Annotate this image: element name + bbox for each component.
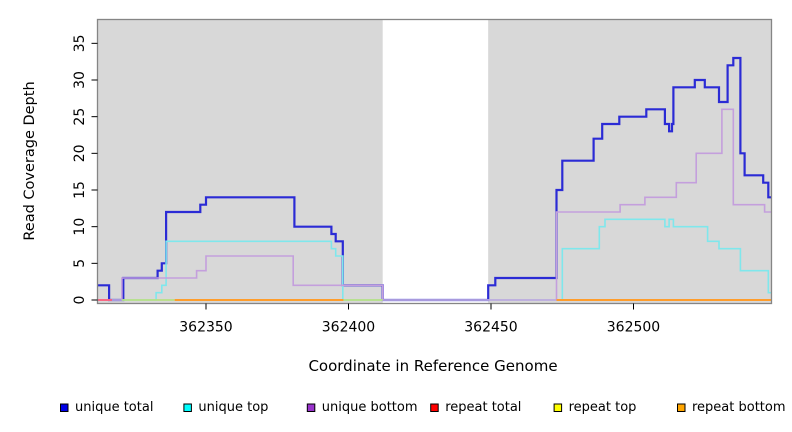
x-tick-label: 362350 (179, 320, 232, 336)
y-tick-label: 30 (72, 71, 88, 89)
legend: unique total unique top unique bottom repea… (60, 400, 786, 415)
y-tick-label: 10 (72, 218, 88, 236)
y-axis-title: Read Coverage Depth (22, 81, 38, 241)
y-tick-label: 15 (72, 181, 88, 199)
y-tick-label: 20 (72, 144, 88, 162)
legend-swatch (60, 403, 69, 412)
legend-item-unique-total: unique total (60, 400, 153, 415)
legend-item-unique-bottom: unique bottom (306, 400, 418, 415)
series-line-unique-bottom (97, 108, 772, 301)
legend-item-repeat-bottom: repeat bottom (677, 400, 786, 415)
legend-swatch (183, 403, 192, 412)
y-tick-label: 5 (72, 259, 88, 268)
legend-swatch (306, 403, 316, 412)
legend-item-repeat-top: repeat top (553, 400, 637, 415)
x-tick-label: 362500 (607, 320, 660, 336)
legend-label: unique bottom (322, 400, 418, 415)
legend-label: unique total (75, 400, 153, 415)
y-tick-label: 25 (72, 108, 88, 126)
y-tick-label: 35 (72, 34, 88, 52)
plot-border (96, 18, 773, 305)
legend-item-repeat-total: repeat total (430, 400, 521, 415)
x-axis-title: Coordinate in Reference Genome (308, 357, 558, 375)
legend-label: repeat top (569, 400, 637, 415)
legend-item-unique-top: unique top (183, 400, 268, 415)
coverage-gap-band (382, 19, 489, 304)
x-tick-label: 362450 (464, 320, 517, 336)
legend-label: unique top (198, 400, 268, 415)
series-line-unique-top (97, 218, 772, 301)
legend-swatch (430, 403, 439, 412)
y-tick-label: 0 (72, 296, 88, 305)
x-tick-label: 362400 (322, 320, 375, 336)
series-line-unique-total (97, 56, 772, 302)
legend-label: repeat total (445, 400, 521, 415)
legend-label: repeat bottom (692, 400, 786, 415)
legend-swatch (677, 403, 686, 412)
legend-swatch (553, 403, 563, 412)
series-lines (97, 56, 772, 302)
